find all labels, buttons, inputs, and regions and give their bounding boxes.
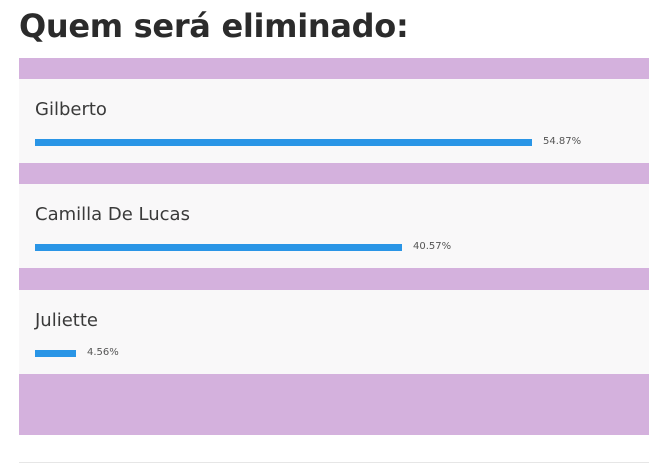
result-bar-track: 4.56% [35, 347, 595, 358]
option-name: Camilla De Lucas [35, 204, 190, 225]
percent-label: 54.87% [543, 136, 582, 147]
poll-panel: Gilberto 54.87% Camilla De Lucas 40.57% … [19, 58, 649, 435]
option-name: Juliette [35, 310, 98, 331]
result-bar-fill [35, 350, 76, 357]
option-name: Gilberto [35, 99, 107, 120]
percent-label: 40.57% [413, 241, 452, 252]
result-bar-track: 54.87% [35, 136, 595, 147]
percent-label: 4.56% [87, 347, 119, 358]
divider [19, 462, 649, 463]
result-bar-fill [35, 139, 532, 146]
poll-option-gilberto[interactable]: Gilberto 54.87% [19, 79, 649, 163]
result-bar-fill [35, 244, 402, 251]
result-bar-track: 40.57% [35, 241, 595, 252]
poll-option-camilla-de-lucas[interactable]: Camilla De Lucas 40.57% [19, 184, 649, 268]
poll-option-juliette[interactable]: Juliette 4.56% [19, 290, 649, 374]
poll-title: Quem será eliminado: [19, 7, 409, 45]
